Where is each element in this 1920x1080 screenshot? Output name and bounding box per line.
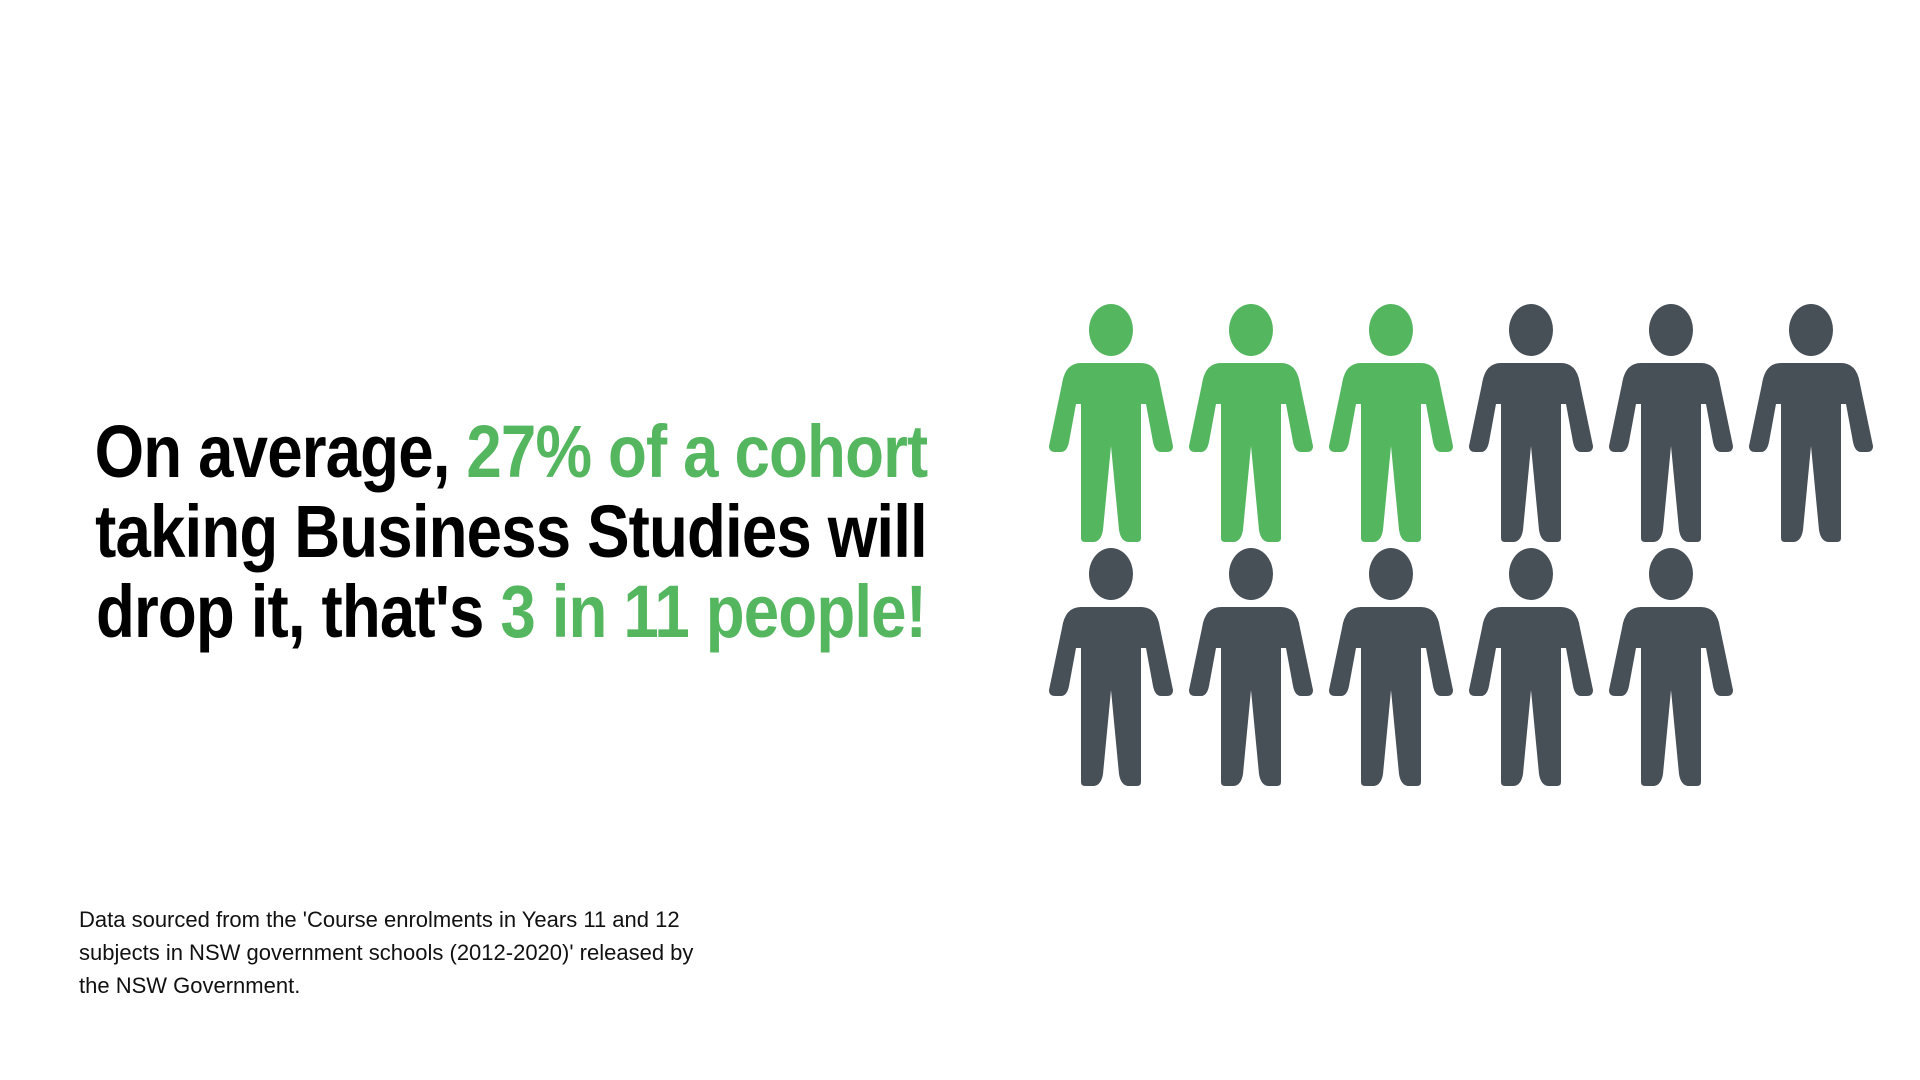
headline-text: On average, <box>94 410 467 493</box>
person-icon-highlighted <box>1189 304 1313 542</box>
person-icon <box>1329 548 1453 786</box>
person-icon <box>1469 548 1593 786</box>
person-icon <box>1049 548 1173 786</box>
headline-highlight-percent: 27% of a cohort <box>466 410 928 493</box>
headline: On average, 27% of a cohort taking Busin… <box>11 412 1011 652</box>
person-icon <box>1749 304 1873 542</box>
person-icon <box>1189 548 1313 786</box>
headline-line-1: On average, 27% of a cohort <box>81 412 941 492</box>
person-icon <box>1609 304 1733 542</box>
person-icon-highlighted <box>1329 304 1453 542</box>
headline-line-3: drop it, that's 3 in 11 people! <box>81 572 941 652</box>
footnote-line: the NSW Government. <box>79 973 301 998</box>
footnote-line: Data sourced from the 'Course enrolments… <box>79 907 680 932</box>
footnote-line: subjects in NSW government schools (2012… <box>79 940 694 965</box>
person-icon-highlighted <box>1049 304 1173 542</box>
data-source-note: Data sourced from the 'Course enrolments… <box>79 903 779 1002</box>
headline-highlight-ratio: 3 in 11 people! <box>500 570 927 653</box>
headline-text: drop it, that's <box>95 570 501 653</box>
person-icon <box>1469 304 1593 542</box>
headline-line-2: taking Business Studies will <box>95 490 928 573</box>
person-icon <box>1609 548 1733 786</box>
